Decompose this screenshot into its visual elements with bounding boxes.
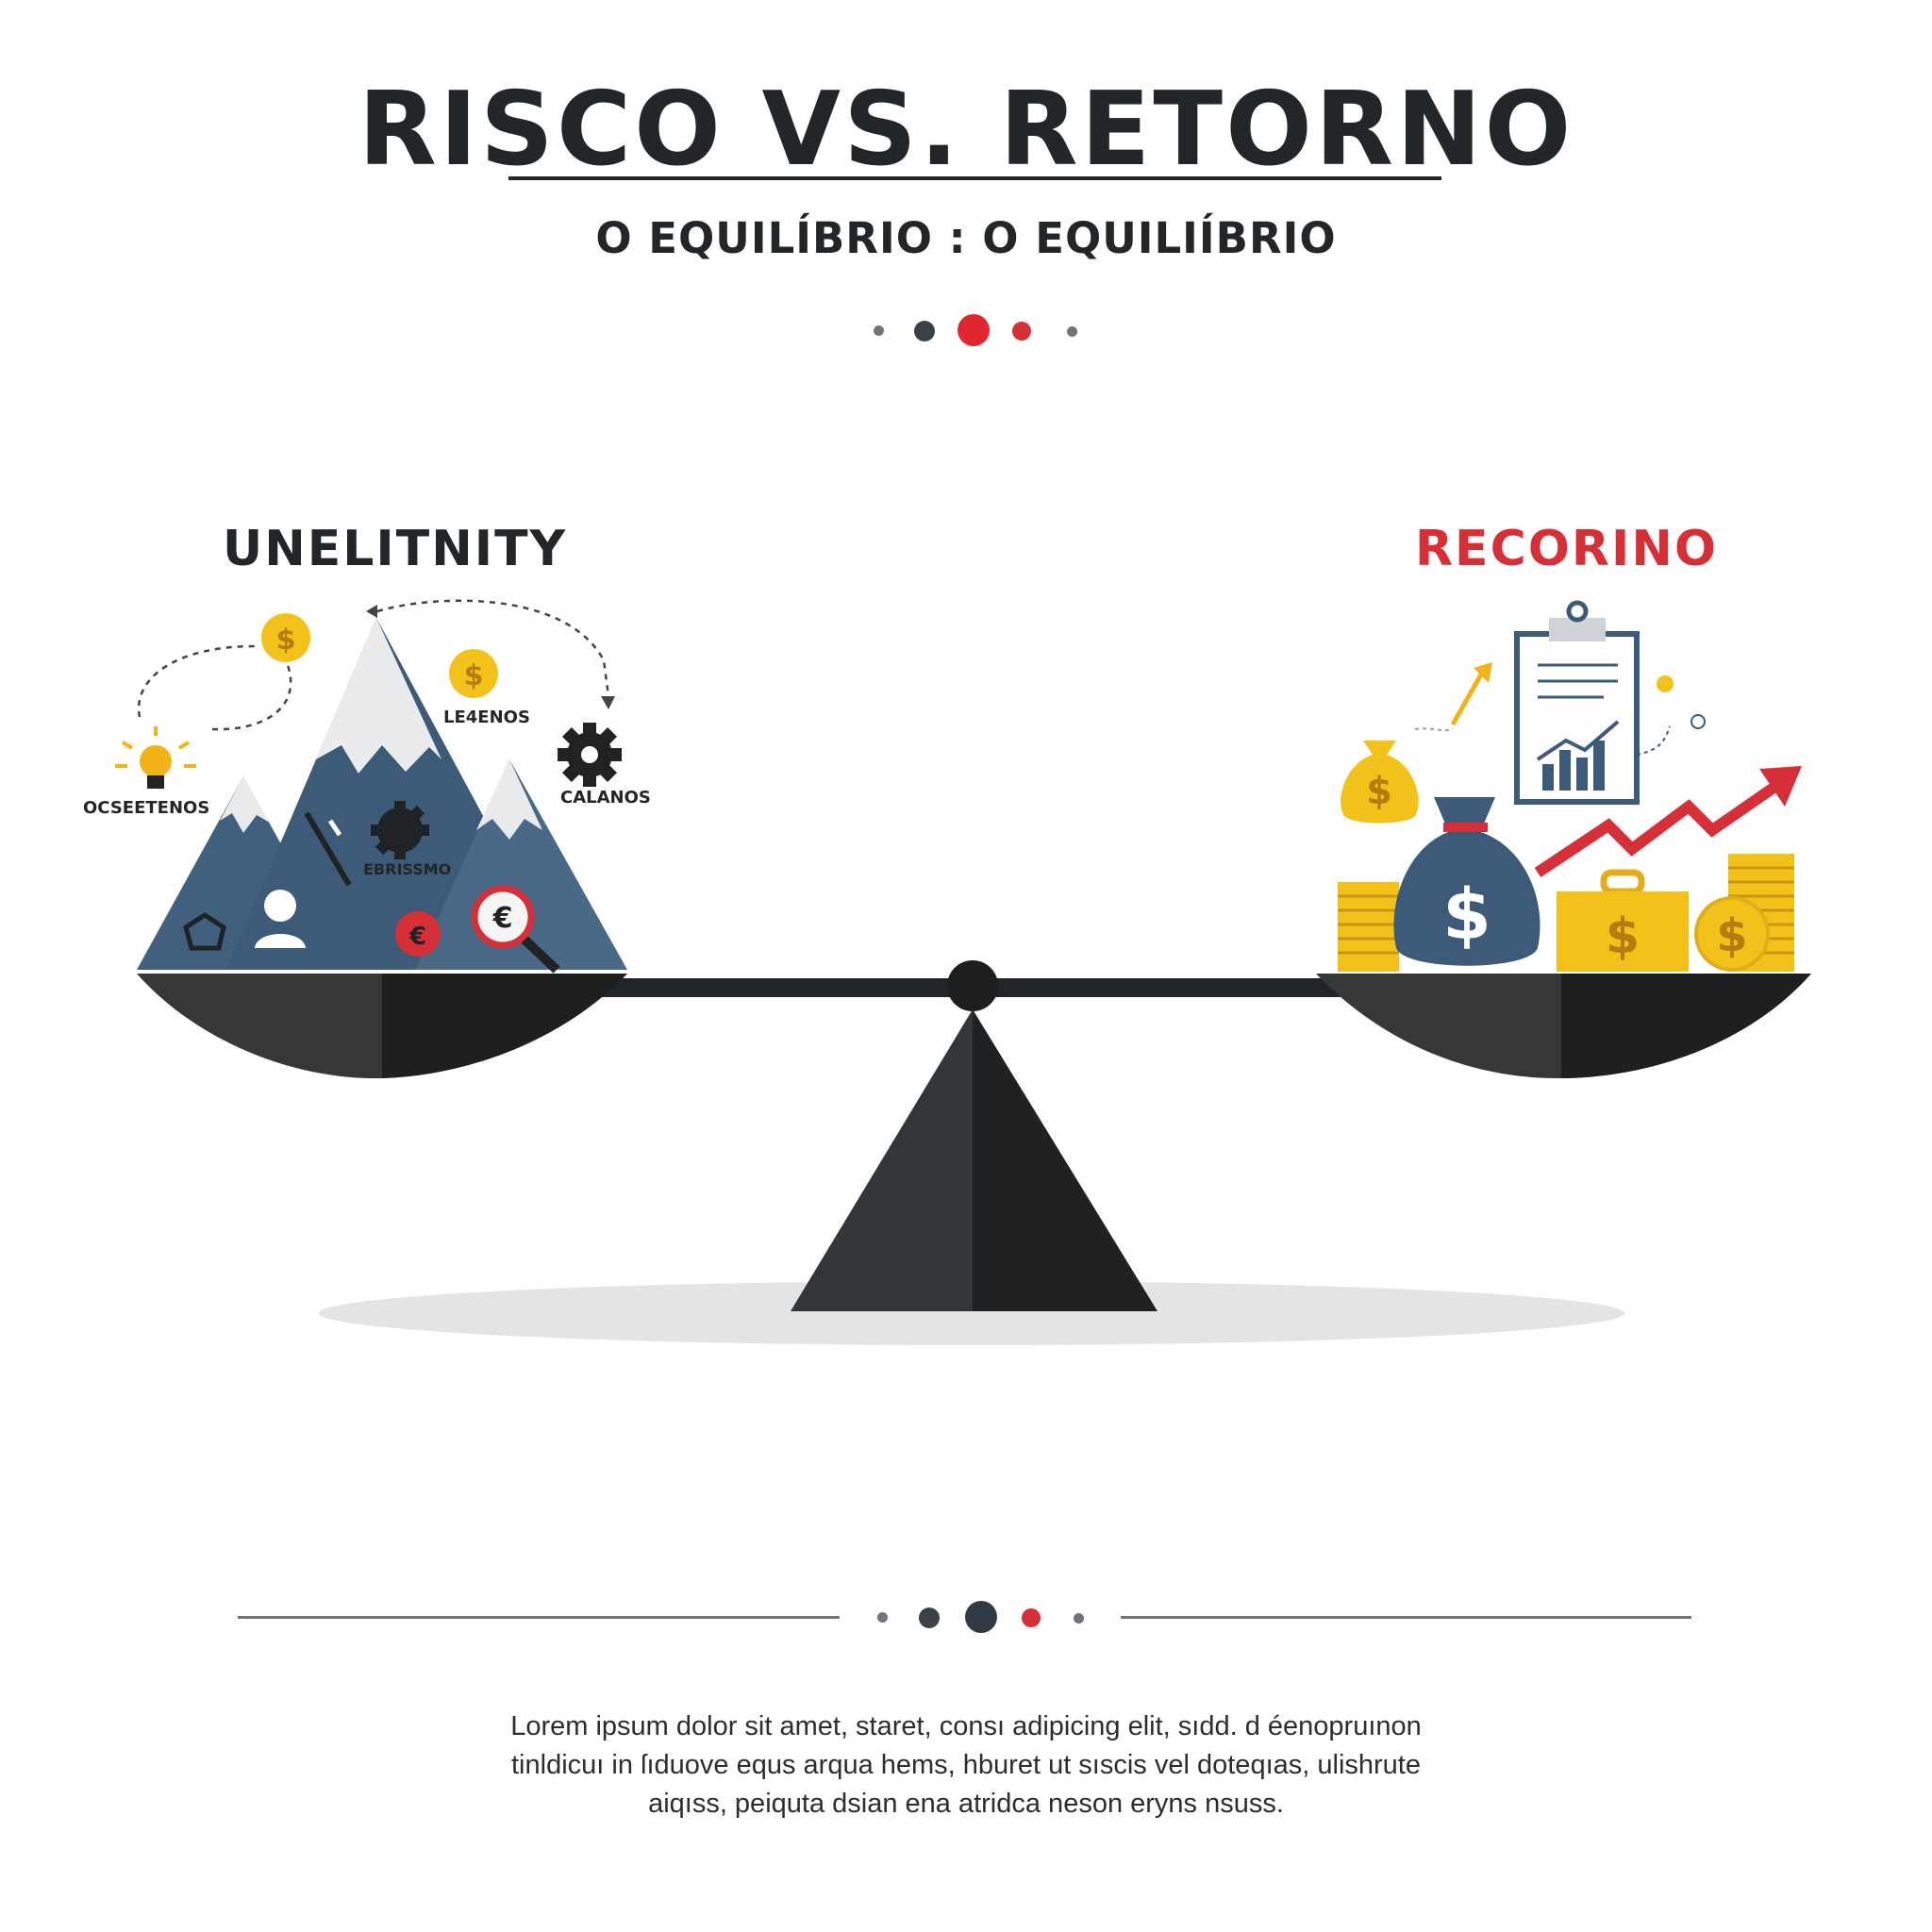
description-line: tinldicuı in ſıduove equs arqua hems, hb… xyxy=(511,1750,1421,1780)
arrowhead xyxy=(366,605,377,618)
risk-label-top: LE4ENOS xyxy=(443,708,530,727)
floor-shadow xyxy=(319,1281,1624,1345)
svg-text:$: $ xyxy=(1716,909,1747,962)
svg-text:$: $ xyxy=(1606,908,1640,965)
left-scale-pan xyxy=(137,974,627,1079)
page-title: RISCO VS. RETORNO xyxy=(358,71,1574,189)
divider-dot xyxy=(1074,1613,1084,1624)
description-line: Lorem ipsum dolor sit amet, staret, cons… xyxy=(510,1711,1422,1741)
dashed-arrow xyxy=(376,599,610,697)
money-bag-icon: $ xyxy=(1393,797,1541,966)
lightbulb-icon xyxy=(115,726,196,789)
title-underline xyxy=(508,176,1441,180)
gear-icon xyxy=(558,723,622,787)
svg-text:$: $ xyxy=(1366,770,1392,813)
description-paragraph: Lorem ipsum dolor sit amet, staret, cons… xyxy=(353,1707,1579,1824)
svg-text:€: € xyxy=(492,902,513,935)
dashed-connector xyxy=(1636,725,1671,756)
dollar-coin-icon: $ xyxy=(449,649,498,698)
divider-line-left xyxy=(238,1616,840,1619)
dollar-coin-icon: $ xyxy=(261,613,310,662)
svg-text:€: € xyxy=(408,923,426,951)
divider-line-right xyxy=(1121,1616,1691,1619)
trend-up-arrow-icon xyxy=(1450,662,1492,726)
risk-label-right: CALANOS xyxy=(560,788,651,808)
clipboard-chart-icon xyxy=(1514,600,1640,805)
pickaxe-icon xyxy=(304,811,352,887)
accent-dot xyxy=(1690,714,1706,729)
risk-label-center: EBRISSMO xyxy=(363,860,452,878)
person-icon xyxy=(255,890,306,948)
scale-fulcrum xyxy=(791,1009,1158,1311)
dashed-connector xyxy=(1414,727,1454,732)
cog-icon xyxy=(371,801,429,859)
divider-dot xyxy=(1012,322,1031,341)
trend-arrow-icon xyxy=(1534,766,1802,877)
divider-dot xyxy=(914,321,935,341)
svg-text:$: $ xyxy=(464,659,484,692)
arrowhead xyxy=(601,696,615,709)
divider-dot xyxy=(1022,1608,1041,1627)
briefcase-icon: $ xyxy=(1557,869,1689,972)
divider-dot xyxy=(919,1607,940,1628)
risk-mountains xyxy=(137,618,627,970)
dollar-coin-icon: $ xyxy=(1694,896,1770,972)
scale-pivot xyxy=(947,960,998,1011)
coin-stack-icon xyxy=(1338,882,1399,972)
dashed-arrow xyxy=(211,664,292,731)
page-subtitle: O EQUILÍBRIO : O EQUILIÍBRIO xyxy=(595,213,1337,263)
divider-dot xyxy=(965,1601,997,1633)
description-line: aiqıss, peiquta dsian ena atridca neson … xyxy=(648,1789,1284,1819)
svg-text:$: $ xyxy=(1442,874,1491,956)
money-bag-icon: $ xyxy=(1341,741,1419,824)
risk-label-left: OCSEETENOS xyxy=(83,798,210,818)
return-heading: RECORINO xyxy=(1415,521,1719,577)
red-coin-icon: € xyxy=(395,911,441,957)
divider-dot xyxy=(877,1612,888,1623)
accent-dot xyxy=(1657,675,1674,692)
risk-heading: UNELITNITY xyxy=(223,521,568,577)
pentagon-icon xyxy=(183,912,226,951)
magnifier-icon: € xyxy=(471,885,560,974)
divider-dot xyxy=(958,314,990,346)
divider-dot xyxy=(1067,326,1077,337)
divider-dot xyxy=(874,325,884,336)
dashed-arrow xyxy=(137,644,256,718)
right-scale-pan xyxy=(1316,974,1811,1079)
svg-text:$: $ xyxy=(276,624,296,657)
